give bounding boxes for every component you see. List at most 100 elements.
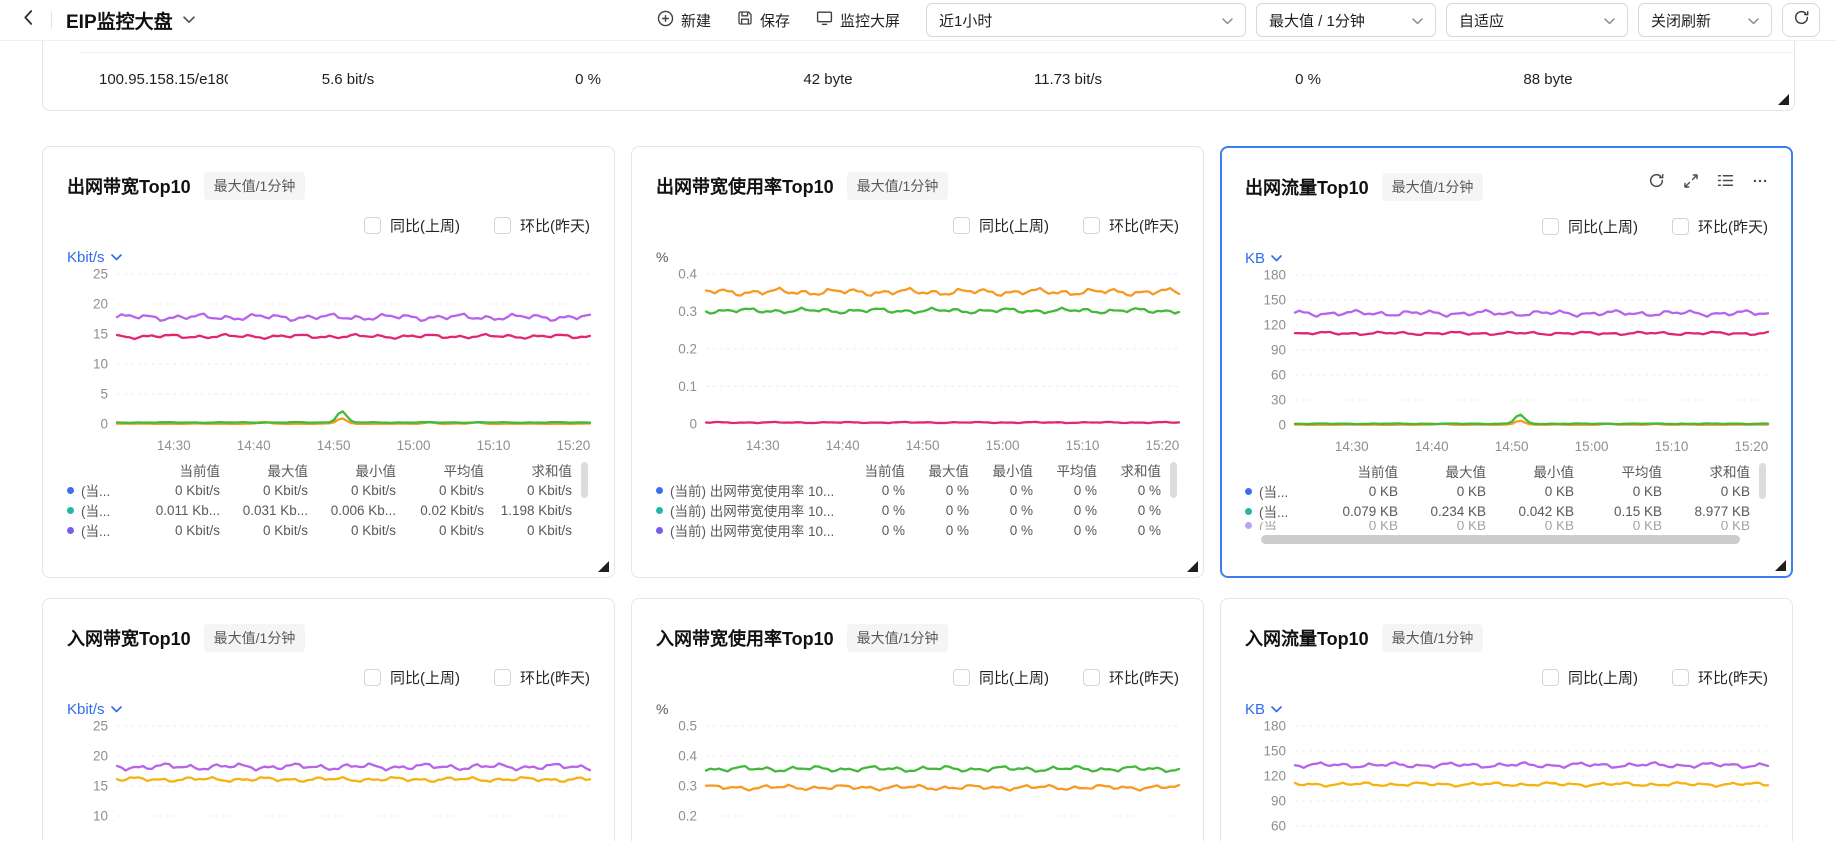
svg-text:15:20: 15:20 — [1735, 439, 1769, 454]
table-widget: 100.95.158.15/e1800807... 5.6 bit/s 0 % … — [42, 41, 1795, 111]
chart-card-2: 出网带宽使用率Top10 最大值/1分钟 同比(上周) 环比(昨天) % 0.4… — [631, 146, 1204, 578]
unit-selector[interactable]: KB — [1245, 700, 1282, 718]
table-cell-instance: 100.95.158.15/e1800807... — [99, 71, 228, 88]
legend-value: 0 % — [1073, 522, 1097, 538]
legend-icon[interactable] — [1717, 173, 1734, 188]
compare-yesterday-checkbox[interactable]: 环比(昨天) — [494, 215, 590, 235]
legend-value: 0 KB — [1720, 483, 1750, 499]
compare-week-checkbox[interactable]: 同比(上周) — [953, 667, 1049, 687]
compare-yesterday-checkbox[interactable]: 环比(昨天) — [1083, 215, 1179, 235]
table-cell: 0 % — [1295, 71, 1321, 88]
legend-row[interactable]: (当... 0.011 Kb... 0.031 Kb... 0.006 Kb... 0.… — [67, 500, 572, 520]
chart-card-1: 出网带宽Top10 最大值/1分钟 同比(上周) 环比(昨天) Kbit/s 2… — [42, 146, 615, 578]
svg-text:14:30: 14:30 — [1335, 439, 1369, 454]
compare-week-checkbox[interactable]: 同比(上周) — [1542, 216, 1638, 236]
aggregation-badge: 最大值/1分钟 — [846, 172, 949, 200]
chevron-down-icon — [1271, 249, 1282, 267]
svg-text:15:00: 15:00 — [397, 438, 431, 453]
scrollbar-thumb — [1261, 535, 1740, 544]
legend-row[interactable]: (当... 0.079 KB 0.234 KB 0.042 KB 0.15 KB 8.97… — [1245, 501, 1750, 521]
refresh-icon[interactable] — [1648, 172, 1665, 189]
refresh-mode-select[interactable]: 关闭刷新 — [1638, 3, 1772, 37]
series-name: (当... — [1259, 485, 1289, 500]
resize-handle[interactable] — [598, 561, 609, 572]
resize-handle[interactable] — [1775, 560, 1786, 571]
resize-handle[interactable] — [1778, 94, 1789, 105]
back-button[interactable] — [20, 9, 37, 31]
legend-value: 0 % — [1137, 482, 1161, 498]
unit-label: Kbit/s — [67, 700, 105, 718]
series-line-purple — [1293, 761, 1770, 769]
unit-selector[interactable]: Kbit/s — [67, 700, 122, 718]
new-button[interactable]: 新建 — [657, 10, 711, 31]
chart-area[interactable]: 180150120906030014:3014:4014:5015:0015:1… — [1245, 718, 1770, 841]
checkbox — [494, 216, 511, 234]
compare-yesterday-checkbox[interactable]: 环比(昨天) — [1672, 667, 1768, 687]
line-chart[interactable]: 180150120906030014:3014:4014:5015:0015:1… — [1245, 718, 1772, 841]
legend-row[interactable]: (当... 0 KB 0 KB 0 KB 0 KB 0 KB — [1245, 521, 1750, 530]
legend-col-header: 最大值 — [928, 464, 970, 479]
series-dot — [67, 486, 74, 494]
big-screen-button[interactable]: 监控大屏 — [816, 10, 900, 31]
legend-value: 0 % — [945, 482, 969, 498]
compare-yesterday-checkbox[interactable]: 环比(昨天) — [1083, 667, 1179, 687]
compare-yesterday-checkbox[interactable]: 环比(昨天) — [494, 667, 590, 687]
more-icon[interactable] — [1752, 173, 1768, 189]
compare-label: 环比(昨天) — [1109, 217, 1179, 235]
svg-text:14:50: 14:50 — [906, 438, 940, 453]
series-dot — [1245, 507, 1252, 515]
table-row-divider — [79, 52, 1793, 53]
expand-icon[interactable] — [1683, 173, 1699, 189]
legend-row[interactable]: (当前) 出网带宽使用率 10... 0 % 0 % 0 % 0 % 0 % — [656, 480, 1161, 500]
legend-value: 0.079 KB — [1342, 503, 1398, 519]
series-line-purple — [1293, 308, 1770, 318]
horizontal-scrollbar[interactable] — [1245, 535, 1768, 544]
legend-value: 0 % — [1009, 522, 1033, 538]
svg-text:30: 30 — [1271, 393, 1286, 408]
legend-scrollbar-thumb[interactable] — [1170, 462, 1177, 498]
dashboard-switch-dropdown[interactable] — [182, 11, 195, 29]
legend-row[interactable]: (当前) 出网带宽使用率 10... 0 % 0 % 0 % 0 % 0 % — [656, 520, 1161, 540]
unit-selector[interactable]: Kbit/s — [67, 248, 122, 266]
svg-text:60: 60 — [1271, 368, 1286, 383]
time-range-select[interactable]: 近1小时 — [926, 3, 1246, 37]
save-button[interactable]: 保存 — [737, 10, 790, 31]
legend-scrollbar-thumb[interactable] — [1759, 463, 1766, 499]
series-name: (当前) 出网带宽使用率 10... — [670, 504, 835, 519]
compare-week-checkbox[interactable]: 同比(上周) — [364, 667, 460, 687]
legend-row[interactable]: (当前) 出网带宽使用率 10... 0 % 0 % 0 % 0 % 0 % — [656, 500, 1161, 520]
legend-row[interactable]: (当... 0 Kbit/s 0 Kbit/s 0 Kbit/s 0 Kbit/s 0 K… — [67, 520, 572, 540]
layout-select[interactable]: 自适应 — [1446, 3, 1628, 37]
chart-area[interactable]: 0.4 0.3 0.2 0.1 0 14:30 14:40 14:50 15:00 15:10 15… — [656, 266, 1181, 458]
line-chart[interactable]: 0.50.40.30.20.1014:3014:4014:5015:0015:1… — [656, 718, 1183, 841]
legend-value: 0 % — [1009, 482, 1033, 498]
refresh-button[interactable] — [1782, 3, 1820, 37]
svg-text:14:30: 14:30 — [157, 438, 191, 453]
table-cell: 5.6 bit/s — [321, 71, 375, 88]
legend-value: 0 Kbit/s — [526, 482, 572, 498]
compare-week-checkbox[interactable]: 同比(上周) — [364, 215, 460, 235]
chart-area[interactable]: 0.50.40.30.20.1014:3014:4014:5015:0015:1… — [656, 718, 1181, 841]
compare-yesterday-checkbox[interactable]: 环比(昨天) — [1672, 216, 1768, 236]
legend-row[interactable]: (当... 0 Kbit/s 0 Kbit/s 0 Kbit/s 0 Kbit/s 0 K… — [67, 480, 572, 500]
svg-text:15: 15 — [93, 779, 108, 794]
chevron-down-icon — [1222, 12, 1233, 29]
compare-week-checkbox[interactable]: 同比(上周) — [953, 215, 1049, 235]
svg-text:14:30: 14:30 — [746, 438, 780, 453]
svg-text:14:40: 14:40 — [237, 438, 271, 453]
line-chart[interactable]: 0.4 0.3 0.2 0.1 0 14:30 14:40 14:50 15:00 15:10 15… — [656, 266, 1183, 458]
unit-selector[interactable]: KB — [1245, 249, 1282, 267]
compare-week-checkbox[interactable]: 同比(上周) — [1542, 667, 1638, 687]
table-row: 100.95.158.15/e1800807... 5.6 bit/s 0 % … — [43, 53, 1794, 106]
legend-row[interactable]: (当... 0 KB 0 KB 0 KB 0 KB 0 KB — [1245, 481, 1750, 501]
unit-label: KB — [1245, 249, 1266, 267]
resize-handle[interactable] — [1187, 561, 1198, 572]
legend-scrollbar-thumb[interactable] — [581, 462, 588, 498]
aggregation-select[interactable]: 最大值 / 1分钟 — [1256, 3, 1436, 37]
